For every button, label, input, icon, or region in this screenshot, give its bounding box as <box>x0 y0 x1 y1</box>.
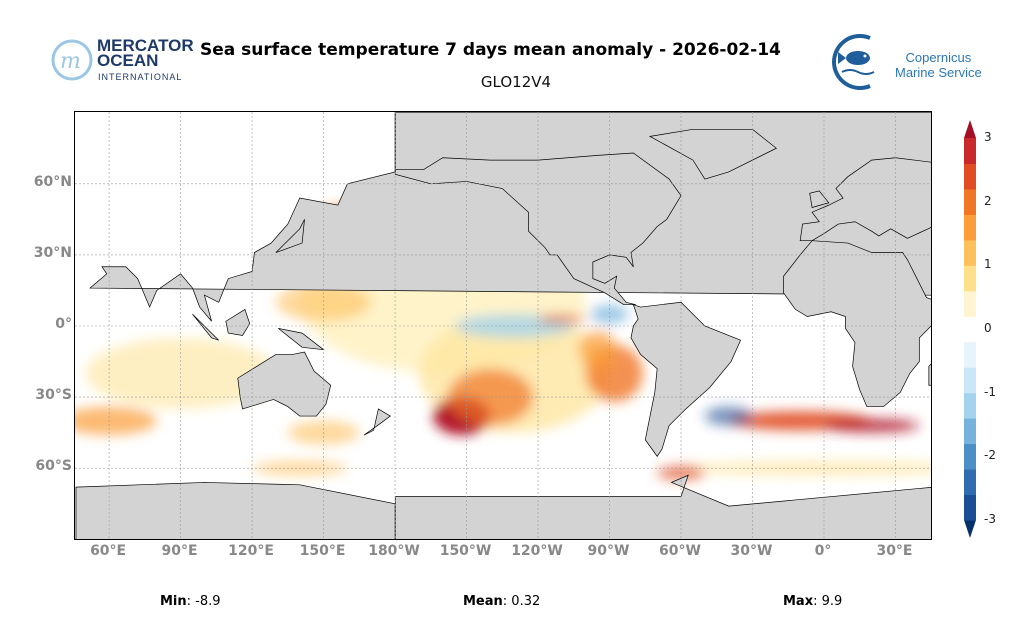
map-canvas <box>75 112 931 539</box>
land-polygon <box>809 190 830 208</box>
land-polygon <box>783 240 931 407</box>
colorbar-segment <box>964 239 976 266</box>
lon-label: 30°W <box>730 543 773 559</box>
colorbar-min-arrow <box>964 520 976 538</box>
land-polygon <box>363 408 391 436</box>
min-label: Min <box>160 594 187 609</box>
anomaly-patch <box>275 283 372 322</box>
lon-label: 120°E <box>228 543 274 559</box>
anomaly-patch <box>75 406 157 436</box>
lon-label: 30°E <box>876 543 913 559</box>
anomaly-patch <box>578 330 617 369</box>
lon-label: 150°E <box>299 543 346 559</box>
colorbar-tick-label: -1 <box>984 384 996 399</box>
lon-label: 180°W <box>368 543 420 559</box>
mercator-line2: OCEAN <box>97 51 159 70</box>
colorbar-tick-label: 0 <box>984 321 992 335</box>
anomaly-patch <box>704 406 753 426</box>
mercator-logo-text: MERCATOR OCEAN <box>97 36 194 70</box>
copernicus-line2: Marine Service <box>895 65 982 80</box>
anomaly-patch <box>824 418 920 433</box>
lat-label: 60°S <box>35 458 72 475</box>
max-value: 9.9 <box>821 594 843 609</box>
land-polygon <box>225 308 251 336</box>
copernicus-line1: Copernicus <box>905 50 972 65</box>
lat-label: 0° <box>55 316 72 332</box>
colorbar-segment <box>964 290 976 317</box>
lat-label: 30°S <box>35 387 72 404</box>
colorbar-segment <box>964 214 976 241</box>
max-stat: Max: 9.9 <box>783 594 843 609</box>
colorbar-tick-label: 2 <box>984 193 992 208</box>
mercator-ocean-logo: m <box>50 38 98 86</box>
graticule <box>75 112 931 539</box>
colorbar-segment <box>964 265 976 292</box>
land-polygon <box>192 313 219 341</box>
colorbar-segment <box>964 188 976 215</box>
lat-label: 60°N <box>33 173 72 190</box>
colorbar-segment <box>964 163 976 190</box>
colorbar <box>958 120 982 538</box>
colorbar-max-arrow <box>964 120 976 138</box>
lon-label: 150°W <box>439 543 492 559</box>
anomaly-patch <box>590 304 629 324</box>
mean-label: Mean <box>463 594 503 609</box>
colorbar-tick-label: -3 <box>984 512 996 526</box>
land-polygon <box>275 219 305 253</box>
lon-label: 120°W <box>511 543 563 559</box>
mean-stat: Mean: 0.32 <box>463 594 541 609</box>
copernicus-logo-text: Copernicus Marine Service <box>895 50 982 80</box>
colorbar-segment <box>964 494 976 521</box>
colorbar-tick-label: -2 <box>984 448 996 463</box>
chart-subtitle: GLO12V4 <box>480 73 552 91</box>
lon-label: 60°E <box>90 543 127 559</box>
lat-label: 30°N <box>33 244 72 261</box>
land-polygon <box>237 351 332 417</box>
anomaly-patch <box>447 368 534 426</box>
anomaly-patch <box>538 314 586 324</box>
land-polygon <box>394 474 931 539</box>
min-stat: Min: -8.9 <box>160 594 221 609</box>
colorbar-segment <box>964 316 976 343</box>
colorbar-segment <box>964 418 976 445</box>
chart-title: Sea surface temperature 7 days mean anom… <box>200 40 781 60</box>
mercator-logo-subtext: INTERNATIONAL <box>98 72 183 82</box>
colorbar-segment <box>964 443 976 470</box>
land-polygon <box>630 301 742 457</box>
max-label: Max <box>783 594 814 609</box>
land-polygon <box>799 157 931 242</box>
colorbar-segment <box>964 138 976 164</box>
colorbar-tick-label: 3 <box>984 130 992 144</box>
land-polygon <box>75 482 396 539</box>
colorbar-tick-label: 1 <box>984 257 992 272</box>
lon-label: 90°W <box>587 543 630 559</box>
colorbar-segment <box>964 469 976 496</box>
lon-label: 60°W <box>659 543 701 559</box>
colorbar-segment <box>964 367 976 394</box>
land-polygon <box>928 363 931 386</box>
sst-anomaly-map <box>74 111 932 540</box>
mean-value: 0.32 <box>511 594 541 609</box>
colorbar-segment <box>964 392 976 419</box>
colorbar-segment <box>964 341 976 368</box>
mercator-line1: MERCATOR <box>97 36 194 55</box>
lon-label: 0° <box>814 543 832 559</box>
svg-text:m: m <box>60 49 81 74</box>
min-value: -8.9 <box>195 594 221 609</box>
copernicus-logo <box>830 32 890 92</box>
anomaly-patch <box>681 461 931 476</box>
lon-label: 90°E <box>161 543 198 559</box>
